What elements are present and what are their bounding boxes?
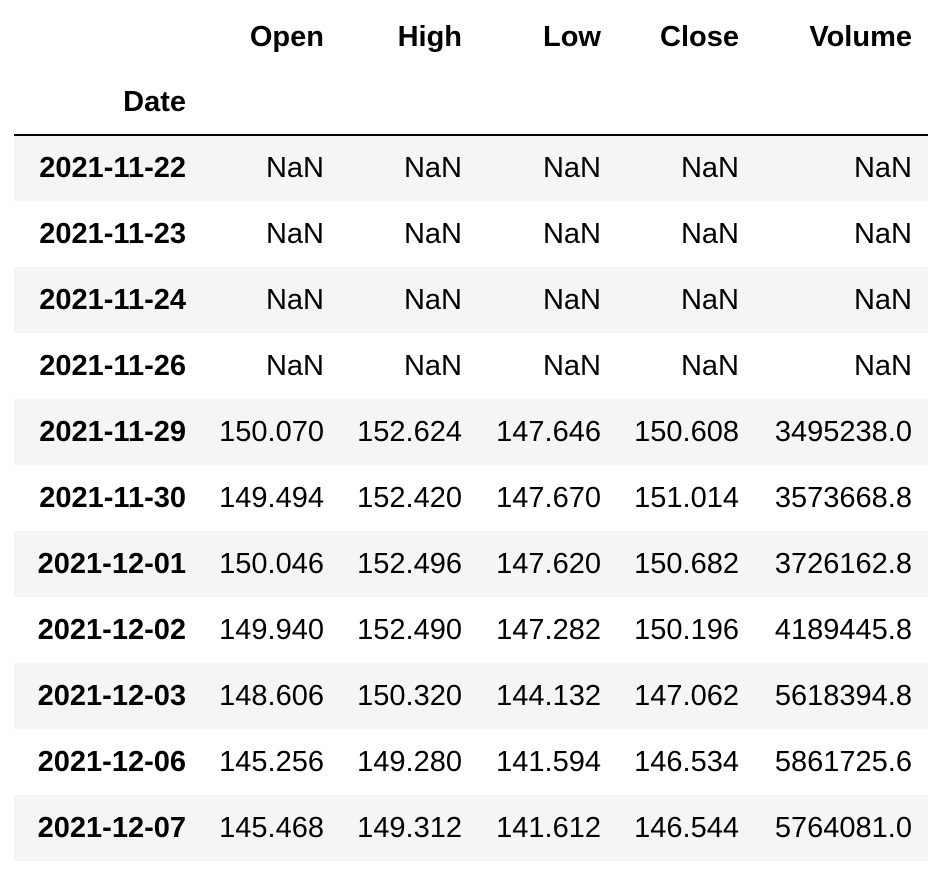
cell-open: NaN (265, 217, 324, 250)
table-header: Open High Low Close Volume Date (14, 4, 928, 135)
cell-volume: NaN (853, 349, 912, 382)
index-name-spacer (340, 70, 478, 135)
column-header-high: High (397, 20, 462, 53)
index-corner-cell (14, 4, 202, 70)
cell-low: 147.620 (496, 547, 601, 580)
cell-volume: 5618394.8 (774, 679, 912, 712)
cell-close: NaN (680, 349, 739, 382)
index-name-spacer (755, 70, 928, 135)
table-row: 2021-11-29 150.070 152.624 147.646 150.608 34… (14, 399, 928, 465)
cell-volume: NaN (853, 217, 912, 250)
cell-low: NaN (542, 217, 601, 250)
table-row: 2021-11-22 NaN NaN NaN NaN NaN (14, 135, 928, 201)
table-row: 2021-12-03 148.606 150.320 144.132 147.062 56… (14, 663, 928, 729)
cell-volume: 3726162.8 (774, 547, 912, 580)
row-index-date: 2021-11-23 (39, 217, 186, 250)
table-body: 2021-11-22 NaN NaN NaN NaN NaN 2021-11-23 NaN Na… (14, 135, 928, 861)
cell-volume: 4189445.8 (774, 613, 912, 646)
row-index-date: 2021-12-03 (37, 679, 186, 712)
column-header-close: Close (660, 20, 739, 53)
index-name-spacer (202, 70, 340, 135)
cell-high: 152.420 (357, 481, 462, 514)
cell-volume: 3495238.0 (774, 415, 912, 448)
cell-high: 149.312 (357, 811, 462, 844)
cell-low: 144.132 (496, 679, 601, 712)
table-row: 2021-11-24 NaN NaN NaN NaN NaN (14, 267, 928, 333)
cell-volume: 5764081.0 (774, 811, 912, 844)
cell-high: 149.280 (357, 745, 462, 778)
table-row: 2021-12-01 150.046 152.496 147.620 150.682 37… (14, 531, 928, 597)
cell-open: 150.046 (219, 547, 324, 580)
cell-open: NaN (265, 349, 324, 382)
cell-high: 152.496 (357, 547, 462, 580)
dataframe-table: Open High Low Close Volume Date 2021-11-… (14, 4, 928, 861)
cell-open: 148.606 (219, 679, 324, 712)
row-index-date: 2021-12-06 (37, 745, 186, 778)
row-index-date: 2021-11-30 (39, 481, 186, 514)
cell-close: 150.682 (634, 547, 739, 580)
row-index-date: 2021-12-01 (37, 547, 186, 580)
row-index-date: 2021-11-22 (39, 152, 186, 184)
index-name-row: Date (14, 70, 928, 135)
cell-close: NaN (680, 283, 739, 316)
cell-open: 145.468 (219, 811, 324, 844)
cell-high: NaN (403, 349, 462, 382)
cell-low: 147.670 (496, 481, 601, 514)
cell-open: 145.256 (219, 745, 324, 778)
cell-low: 141.594 (496, 745, 601, 778)
row-index-date: 2021-11-29 (39, 415, 186, 448)
cell-open: NaN (265, 283, 324, 316)
cell-low: NaN (542, 283, 601, 316)
cell-close: 146.534 (634, 745, 739, 778)
cell-close: NaN (680, 152, 739, 184)
table-row: 2021-11-30 149.494 152.420 147.670 151.014 35… (14, 465, 928, 531)
table-row: 2021-12-06 145.256 149.280 141.594 146.534 58… (14, 729, 928, 795)
column-header-row: Open High Low Close Volume (14, 4, 928, 70)
cell-open: 149.494 (219, 481, 324, 514)
cell-high: 152.624 (357, 415, 462, 448)
cell-high: NaN (403, 217, 462, 250)
table-row: 2021-11-23 NaN NaN NaN NaN NaN (14, 201, 928, 267)
table-row: 2021-12-07 145.468 149.312 141.612 146.544 57… (14, 795, 928, 861)
cell-low: NaN (542, 349, 601, 382)
cell-volume: 5861725.6 (774, 745, 912, 778)
row-index-date: 2021-12-02 (37, 613, 186, 646)
cell-open: NaN (265, 152, 324, 184)
column-header-low: Low (543, 20, 601, 53)
row-index-date: 2021-11-26 (39, 349, 186, 382)
cell-close: 150.608 (634, 415, 739, 448)
cell-close: 151.014 (634, 481, 739, 514)
cell-open: 150.070 (219, 415, 324, 448)
cell-low: 147.282 (496, 613, 601, 646)
table-row: 2021-12-02 149.940 152.490 147.282 150.196 41… (14, 597, 928, 663)
column-header-open: Open (249, 20, 324, 53)
cell-high: NaN (403, 152, 462, 184)
row-index-date: 2021-12-07 (37, 811, 186, 844)
table-row: 2021-11-26 NaN NaN NaN NaN NaN (14, 333, 928, 399)
cell-volume: NaN (853, 283, 912, 316)
cell-low: 141.612 (496, 811, 601, 844)
cell-close: NaN (680, 217, 739, 250)
cell-close: 150.196 (634, 613, 739, 646)
row-index-date: 2021-11-24 (39, 283, 186, 316)
cell-open: 149.940 (219, 613, 324, 646)
column-header-volume: Volume (809, 20, 912, 53)
index-name-header: Date (123, 85, 186, 118)
index-name-spacer (617, 70, 755, 135)
cell-volume: NaN (853, 152, 912, 184)
cell-close: 146.544 (634, 811, 739, 844)
dataframe-output: Open High Low Close Volume Date 2021-11-… (14, 4, 928, 861)
cell-high: 150.320 (357, 679, 462, 712)
cell-close: 147.062 (634, 679, 739, 712)
index-name-spacer (478, 70, 617, 135)
cell-high: 152.490 (357, 613, 462, 646)
cell-low: NaN (542, 152, 601, 184)
cell-volume: 3573668.8 (774, 481, 912, 514)
cell-low: 147.646 (496, 415, 601, 448)
cell-high: NaN (403, 283, 462, 316)
